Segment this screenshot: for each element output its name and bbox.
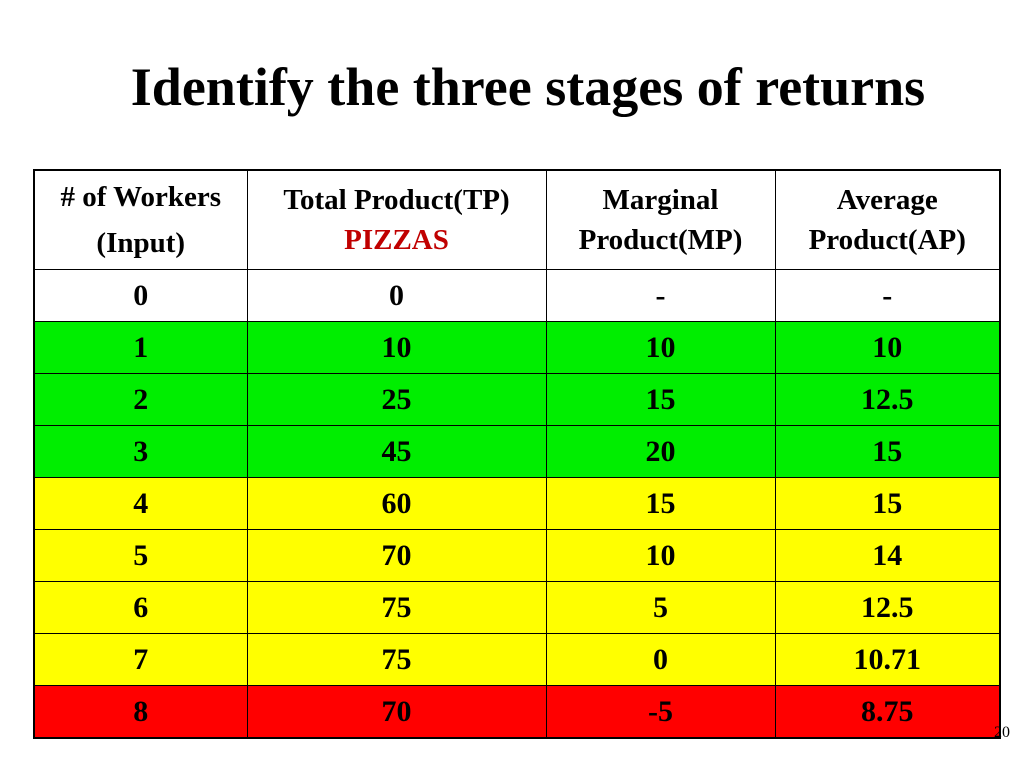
cell-average-product: 15 bbox=[774, 477, 1001, 530]
cell-average-product: 15 bbox=[774, 425, 1001, 478]
cell-workers: 6 bbox=[33, 581, 248, 634]
page-number: 20 bbox=[994, 724, 1010, 741]
header-marginal-product: Marginal Product(MP) bbox=[545, 169, 776, 270]
cell-total-product: 10 bbox=[246, 321, 547, 374]
cell-average-product: 10 bbox=[774, 321, 1001, 374]
cell-workers: 0 bbox=[33, 269, 248, 322]
header-workers-line1: # of Workers bbox=[60, 181, 222, 213]
table-row: 6 75 5 12.5 bbox=[33, 581, 1001, 634]
cell-workers: 4 bbox=[33, 477, 248, 530]
header-marginal-product-line1: Marginal bbox=[602, 184, 719, 216]
cell-total-product: 75 bbox=[246, 633, 547, 686]
cell-average-product: 12.5 bbox=[774, 581, 1001, 634]
returns-table: # of Workers (Input) Total Product(TP) P… bbox=[33, 169, 1001, 739]
table-row: 2 25 15 12.5 bbox=[33, 373, 1001, 426]
cell-total-product: 70 bbox=[246, 529, 547, 582]
cell-average-product: - bbox=[774, 269, 1001, 322]
cell-total-product: 75 bbox=[246, 581, 547, 634]
cell-marginal-product: 10 bbox=[545, 529, 776, 582]
header-average-product: Average Product(AP) bbox=[774, 169, 1001, 270]
cell-average-product: 12.5 bbox=[774, 373, 1001, 426]
cell-marginal-product: 10 bbox=[545, 321, 776, 374]
table-row: 4 60 15 15 bbox=[33, 477, 1001, 530]
cell-marginal-product: 20 bbox=[545, 425, 776, 478]
cell-average-product: 14 bbox=[774, 529, 1001, 582]
cell-workers: 7 bbox=[33, 633, 248, 686]
cell-marginal-product: - bbox=[545, 269, 776, 322]
cell-total-product: 25 bbox=[246, 373, 547, 426]
cell-workers: 1 bbox=[33, 321, 248, 374]
header-average-product-line2: Product(AP) bbox=[808, 224, 966, 256]
table-row: 1 10 10 10 bbox=[33, 321, 1001, 374]
header-pizzas-label: PIZZAS bbox=[344, 224, 449, 256]
header-total-product-line1: Total Product(TP) bbox=[283, 184, 510, 216]
cell-total-product: 60 bbox=[246, 477, 547, 530]
table-row: 5 70 10 14 bbox=[33, 529, 1001, 582]
header-workers-line2: (Input) bbox=[96, 227, 186, 259]
table-header-row: # of Workers (Input) Total Product(TP) P… bbox=[33, 169, 1001, 270]
cell-marginal-product: 15 bbox=[545, 477, 776, 530]
cell-total-product: 0 bbox=[246, 269, 547, 322]
header-marginal-product-line2: Product(MP) bbox=[578, 224, 743, 256]
header-total-product: Total Product(TP) PIZZAS bbox=[246, 169, 547, 270]
cell-workers: 5 bbox=[33, 529, 248, 582]
cell-marginal-product: -5 bbox=[545, 685, 776, 739]
header-average-product-line1: Average bbox=[836, 184, 938, 216]
cell-marginal-product: 15 bbox=[545, 373, 776, 426]
header-workers: # of Workers (Input) bbox=[33, 169, 248, 270]
table-row: 8 70 -5 8.75 bbox=[33, 685, 1001, 739]
cell-marginal-product: 0 bbox=[545, 633, 776, 686]
table-row: 0 0 - - bbox=[33, 269, 1001, 322]
table-row: 3 45 20 15 bbox=[33, 425, 1001, 478]
cell-total-product: 70 bbox=[246, 685, 547, 739]
table-row: 7 75 0 10.71 bbox=[33, 633, 1001, 686]
cell-average-product: 10.71 bbox=[774, 633, 1001, 686]
cell-workers: 2 bbox=[33, 373, 248, 426]
cell-marginal-product: 5 bbox=[545, 581, 776, 634]
cell-total-product: 45 bbox=[246, 425, 547, 478]
cell-workers: 8 bbox=[33, 685, 248, 739]
cell-average-product: 8.75 bbox=[774, 685, 1001, 739]
slide-title: Identify the three stages of returns bbox=[130, 57, 926, 117]
cell-workers: 3 bbox=[33, 425, 248, 478]
